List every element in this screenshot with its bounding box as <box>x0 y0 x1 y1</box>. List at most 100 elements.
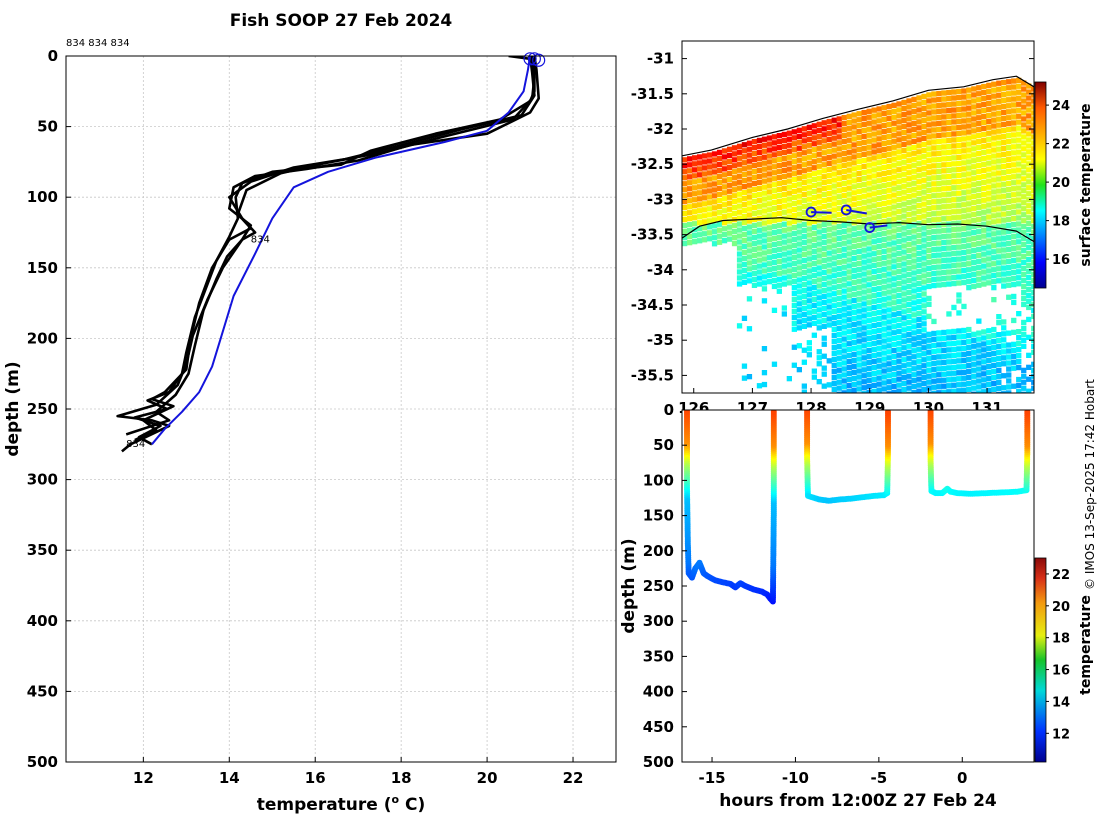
sst-map-cell <box>786 262 792 268</box>
sst-map-cell <box>846 293 852 299</box>
sst-map-cell <box>956 244 962 250</box>
sst-map-cell <box>916 334 922 340</box>
sst-map-cell <box>891 383 897 390</box>
sst-map-cell <box>746 170 753 176</box>
sst-map-cell <box>956 280 962 286</box>
sst-map-cell <box>871 233 877 239</box>
sst-map-cell <box>811 314 817 320</box>
sst-map-cell <box>921 357 927 363</box>
sst-map-cell <box>682 229 688 235</box>
sst-map-cell <box>876 214 882 220</box>
sst-map-cell <box>1021 230 1027 236</box>
sst-map-cell <box>831 321 837 327</box>
sst-map-cell <box>896 215 902 221</box>
sst-map-cell <box>961 118 967 124</box>
sst-map-cell <box>701 237 708 243</box>
sst-map-cell <box>901 369 907 375</box>
sst-map-cell <box>781 263 787 269</box>
sst-map-cell <box>921 165 927 171</box>
sst-map-cell <box>851 244 857 250</box>
sst-map-cell <box>866 114 872 120</box>
sst-map-cell <box>687 198 693 204</box>
sst-map-cell <box>971 176 977 182</box>
sst-map-cell <box>926 170 932 176</box>
sst-map-cell <box>966 213 972 219</box>
sst-map-cell <box>687 222 693 228</box>
sst-map-cell <box>736 173 743 179</box>
sst-map-cell <box>966 350 972 357</box>
sst-map-cell <box>991 273 997 279</box>
sst-map-cell <box>731 211 738 217</box>
sst-map-cell <box>796 241 802 247</box>
sst-map-cell <box>871 287 877 293</box>
sst-map-cell <box>981 281 987 287</box>
sst-map-cell <box>981 107 987 114</box>
profiles-y-axis-label: depth (m) <box>3 361 23 456</box>
sst-map-cell <box>881 266 887 272</box>
sst-map-cell <box>986 358 992 364</box>
sst-map-cell <box>876 315 882 321</box>
sst-map-cell <box>771 224 778 230</box>
sst-map-cell <box>976 342 982 348</box>
sst-map-cell <box>906 128 912 134</box>
sst-map-cell <box>861 169 867 175</box>
sst-map-cell <box>896 268 902 275</box>
sst-map-cell <box>986 346 992 352</box>
sst-map-cell <box>941 359 947 365</box>
sst-map-cell <box>836 271 842 278</box>
sst-map-cell <box>841 252 847 258</box>
sst-map-cell <box>961 333 967 339</box>
sst-map-cell <box>786 202 792 208</box>
sst-map-cell <box>826 250 832 256</box>
sst-map-cell <box>991 141 997 147</box>
sst-map-cell <box>791 266 797 273</box>
sst-map-cell <box>796 247 802 253</box>
sst-colorbar-tick-label: 22 <box>1052 138 1070 153</box>
sst-map-cell <box>926 128 932 134</box>
sst-map-cell <box>771 271 778 278</box>
sst-map-cell <box>906 241 912 248</box>
sst-map-cell <box>956 388 962 393</box>
sst-map-cell <box>791 135 797 141</box>
sst-map-cell <box>941 126 947 132</box>
sst-map-cell <box>746 200 753 206</box>
sst-map-cell <box>1031 110 1034 116</box>
sst-map-cell <box>901 303 907 309</box>
sst-map-cell <box>866 252 872 258</box>
sst-map-cell <box>821 341 827 347</box>
sst-map-cell <box>821 365 827 371</box>
sst-map-cell <box>961 394 966 399</box>
sst-map-cell <box>996 278 1002 284</box>
sst-map-cell <box>806 250 812 256</box>
sst-map-cell <box>971 128 977 134</box>
sst-map-cell <box>816 169 822 175</box>
sst-map-cell <box>1021 98 1027 104</box>
sst-map-cell <box>796 139 802 145</box>
sst-map-cell <box>891 192 897 198</box>
sst-map-cell <box>946 311 952 317</box>
sst-map-cell <box>1016 89 1022 95</box>
sst-map-cell <box>1021 218 1027 224</box>
sst-map-cell <box>881 380 887 386</box>
sst-map-cell <box>821 311 827 317</box>
sst-map-cell <box>831 261 837 267</box>
sst-map-cell <box>776 162 782 169</box>
sst-map-cell <box>841 306 847 312</box>
sst-map-cell <box>876 309 882 315</box>
sst-map-cell <box>866 270 872 276</box>
sst-map-cell <box>836 319 842 325</box>
sst-map-cell <box>706 224 713 230</box>
sst-map-cell <box>746 224 753 230</box>
sst-map-cell <box>991 350 997 357</box>
sst-map-cell <box>856 218 862 225</box>
sst-map-track-marker <box>864 222 876 233</box>
sst-map-cell <box>791 129 797 135</box>
sst-map-cell <box>776 228 782 235</box>
sst-map-cell <box>861 361 867 367</box>
sst-map-cell <box>877 394 882 399</box>
sst-map-cell <box>841 168 847 175</box>
sst-map-cell <box>801 132 807 138</box>
sst-map-cell <box>871 179 877 185</box>
sst-map-cell <box>951 113 957 119</box>
sst-map-cell <box>1016 221 1022 227</box>
